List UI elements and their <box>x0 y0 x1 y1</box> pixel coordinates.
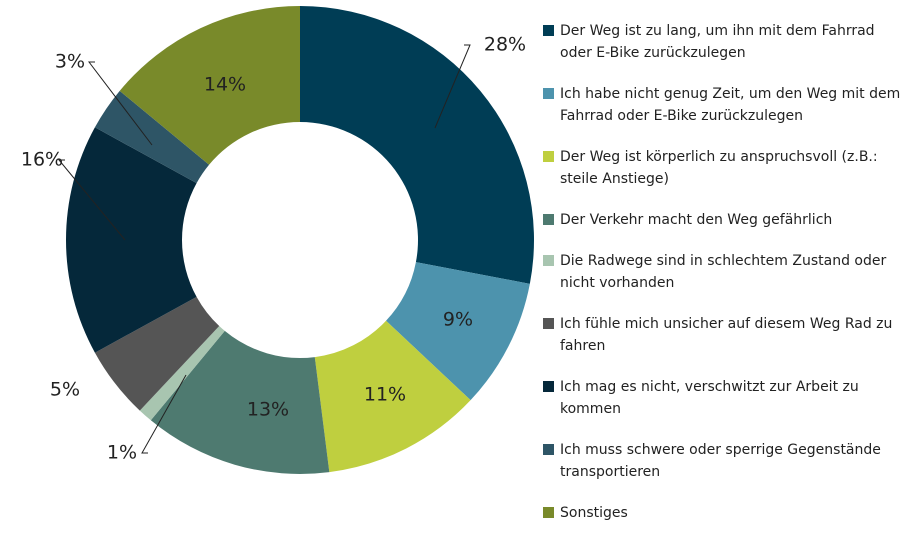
legend-label: Der Weg ist zu lang, um ihn mit dem Fahr… <box>560 23 875 61</box>
legend-swatch <box>543 444 554 455</box>
data-label: 5% <box>50 379 80 401</box>
donut-slice <box>94 296 220 411</box>
data-label: 11% <box>364 384 406 406</box>
data-label: 14% <box>204 74 246 96</box>
legend-swatch <box>543 255 554 266</box>
data-label: 16% <box>21 149 63 171</box>
legend-swatch <box>543 318 554 329</box>
legend-item: Sonstiges <box>543 502 908 524</box>
legend-swatch <box>543 214 554 225</box>
legend-item: Ich muss schwere oder sperrige Gegenstän… <box>543 439 908 483</box>
data-label: 28% <box>484 34 526 56</box>
legend-item: Ich fühle mich unsicher auf diesem Weg R… <box>543 313 908 357</box>
legend-label: Ich mag es nicht, verschwitzt zur Arbeit… <box>560 379 859 417</box>
legend-item: Ich habe nicht genug Zeit, um den Weg mi… <box>543 83 908 127</box>
legend-swatch <box>543 507 554 518</box>
legend-label: Ich habe nicht genug Zeit, um den Weg mi… <box>560 86 901 124</box>
legend: Der Weg ist zu lang, um ihn mit dem Fahr… <box>543 20 908 543</box>
legend-item: Der Weg ist körperlich zu anspruchsvoll … <box>543 146 908 190</box>
legend-label: Sonstiges <box>560 505 628 521</box>
donut-slice <box>300 6 534 284</box>
legend-item: Der Weg ist zu lang, um ihn mit dem Fahr… <box>543 20 908 64</box>
data-label: 1% <box>107 442 137 464</box>
legend-label: Der Weg ist körperlich zu anspruchsvoll … <box>560 149 878 187</box>
legend-swatch <box>543 381 554 392</box>
legend-item: Die Radwege sind in schlechtem Zustand o… <box>543 250 908 294</box>
legend-item: Ich mag es nicht, verschwitzt zur Arbeit… <box>543 376 908 420</box>
legend-swatch <box>543 88 554 99</box>
legend-label: Der Verkehr macht den Weg gefährlich <box>560 212 833 228</box>
leader-line <box>57 159 126 241</box>
legend-label: Ich fühle mich unsicher auf diesem Weg R… <box>560 316 893 354</box>
leader-line <box>87 61 153 146</box>
chart: 28% 9% 11% 13% 1% 5% 16% 3% 14% <box>21 6 534 474</box>
data-label: 3% <box>55 51 85 73</box>
donut-slice <box>94 90 210 184</box>
legend-label: Ich muss schwere oder sperrige Gegenstän… <box>560 442 881 480</box>
legend-swatch <box>543 151 554 162</box>
donut-slice <box>139 326 225 421</box>
legend-swatch <box>543 25 554 36</box>
leader-line <box>141 374 187 454</box>
donut-slice <box>66 127 197 353</box>
data-label: 9% <box>443 309 473 331</box>
legend-label: Die Radwege sind in schlechtem Zustand o… <box>560 253 887 291</box>
donut-slice <box>386 262 530 401</box>
donut-slice <box>119 6 301 165</box>
donut-slice <box>314 320 471 473</box>
donut-slice <box>150 330 330 474</box>
data-label: 13% <box>247 399 289 421</box>
leader-line <box>434 44 471 129</box>
legend-item: Der Verkehr macht den Weg gefährlich <box>543 209 908 231</box>
